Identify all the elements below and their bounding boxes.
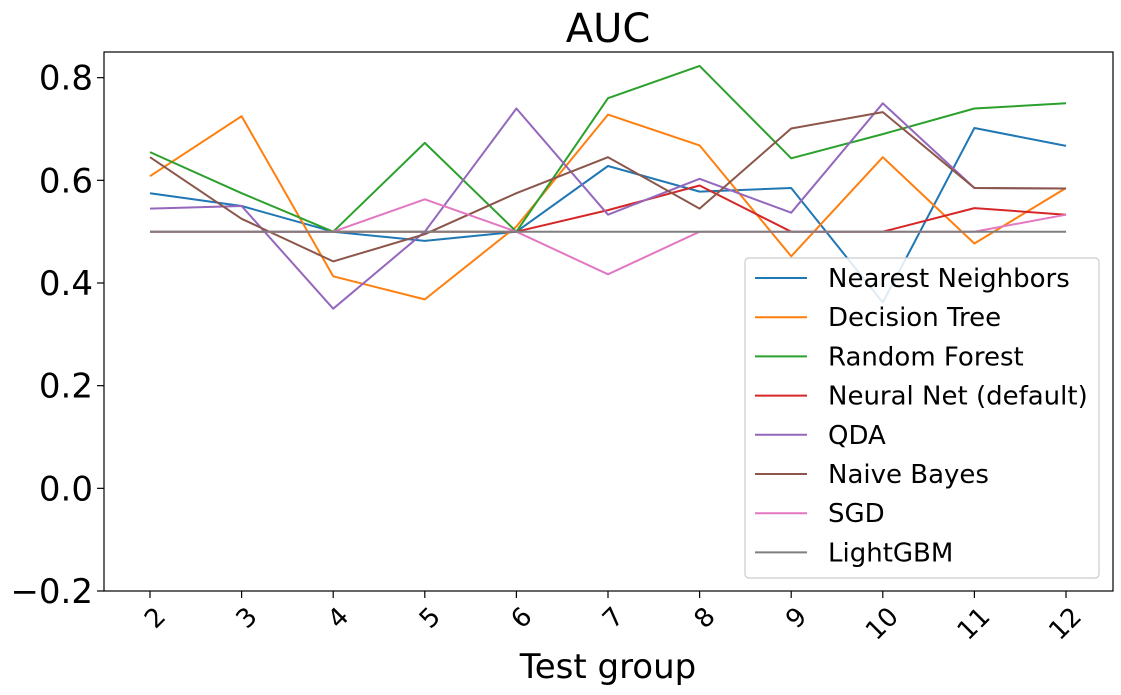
series-line-decision-tree [149,113,1067,301]
y-axis: −0.2 0.0 0.2 0.4 0.6 0.8 [10,59,104,612]
x-tick-label: 5 [414,602,447,635]
y-tick-label: 0.0 [39,469,93,509]
series-layer [149,64,1067,310]
x-tick-label: 6 [505,602,538,635]
y-tick-label: 0.6 [39,161,93,201]
x-tick-label: 9 [780,602,813,635]
y-tick-label: −0.2 [10,572,93,612]
x-tick-label: 2 [139,602,172,635]
series-line-qda [149,102,1067,310]
y-tick-label: 0.8 [39,59,93,99]
x-tick-label: 8 [689,602,722,635]
x-axis-label: Test group [519,647,697,687]
series-line-random-forest [149,64,1067,233]
y-tick-label: 0.4 [39,264,93,304]
legend-frame [744,257,1100,579]
x-tick-label: 10 [860,602,905,647]
legend-label-naive-bayes: Naive Bayes [828,460,989,490]
legend-label-nearest-neighbors: Nearest Neighbors [828,264,1070,294]
x-tick-label: 12 [1043,602,1088,647]
legend-label-decision-tree: Decision Tree [828,303,1001,333]
series-line-neural-net-default [150,184,1067,233]
x-tick-label: 11 [952,602,997,647]
x-tick-label: 3 [231,602,264,635]
legend-label-lightgbm: LightGBM [828,538,953,568]
chart-title: AUC [566,6,651,52]
legend-label-qda: QDA [828,421,886,451]
legend-label-neural-net-default: Neural Net (default) [828,382,1088,412]
x-tick-label: 7 [597,602,630,635]
y-tick-label: 0.2 [39,367,93,407]
legend-label-random-forest: Random Forest [828,342,1024,372]
x-axis: 2 3 4 5 6 7 8 9 10 11 12 [139,591,1088,646]
series-line-naive-bayes [149,111,1067,263]
legend: Nearest Neighbors Decision Tree Random For… [744,257,1100,579]
legend-label-sgd: SGD [828,499,885,529]
x-tick-label: 4 [322,602,355,635]
